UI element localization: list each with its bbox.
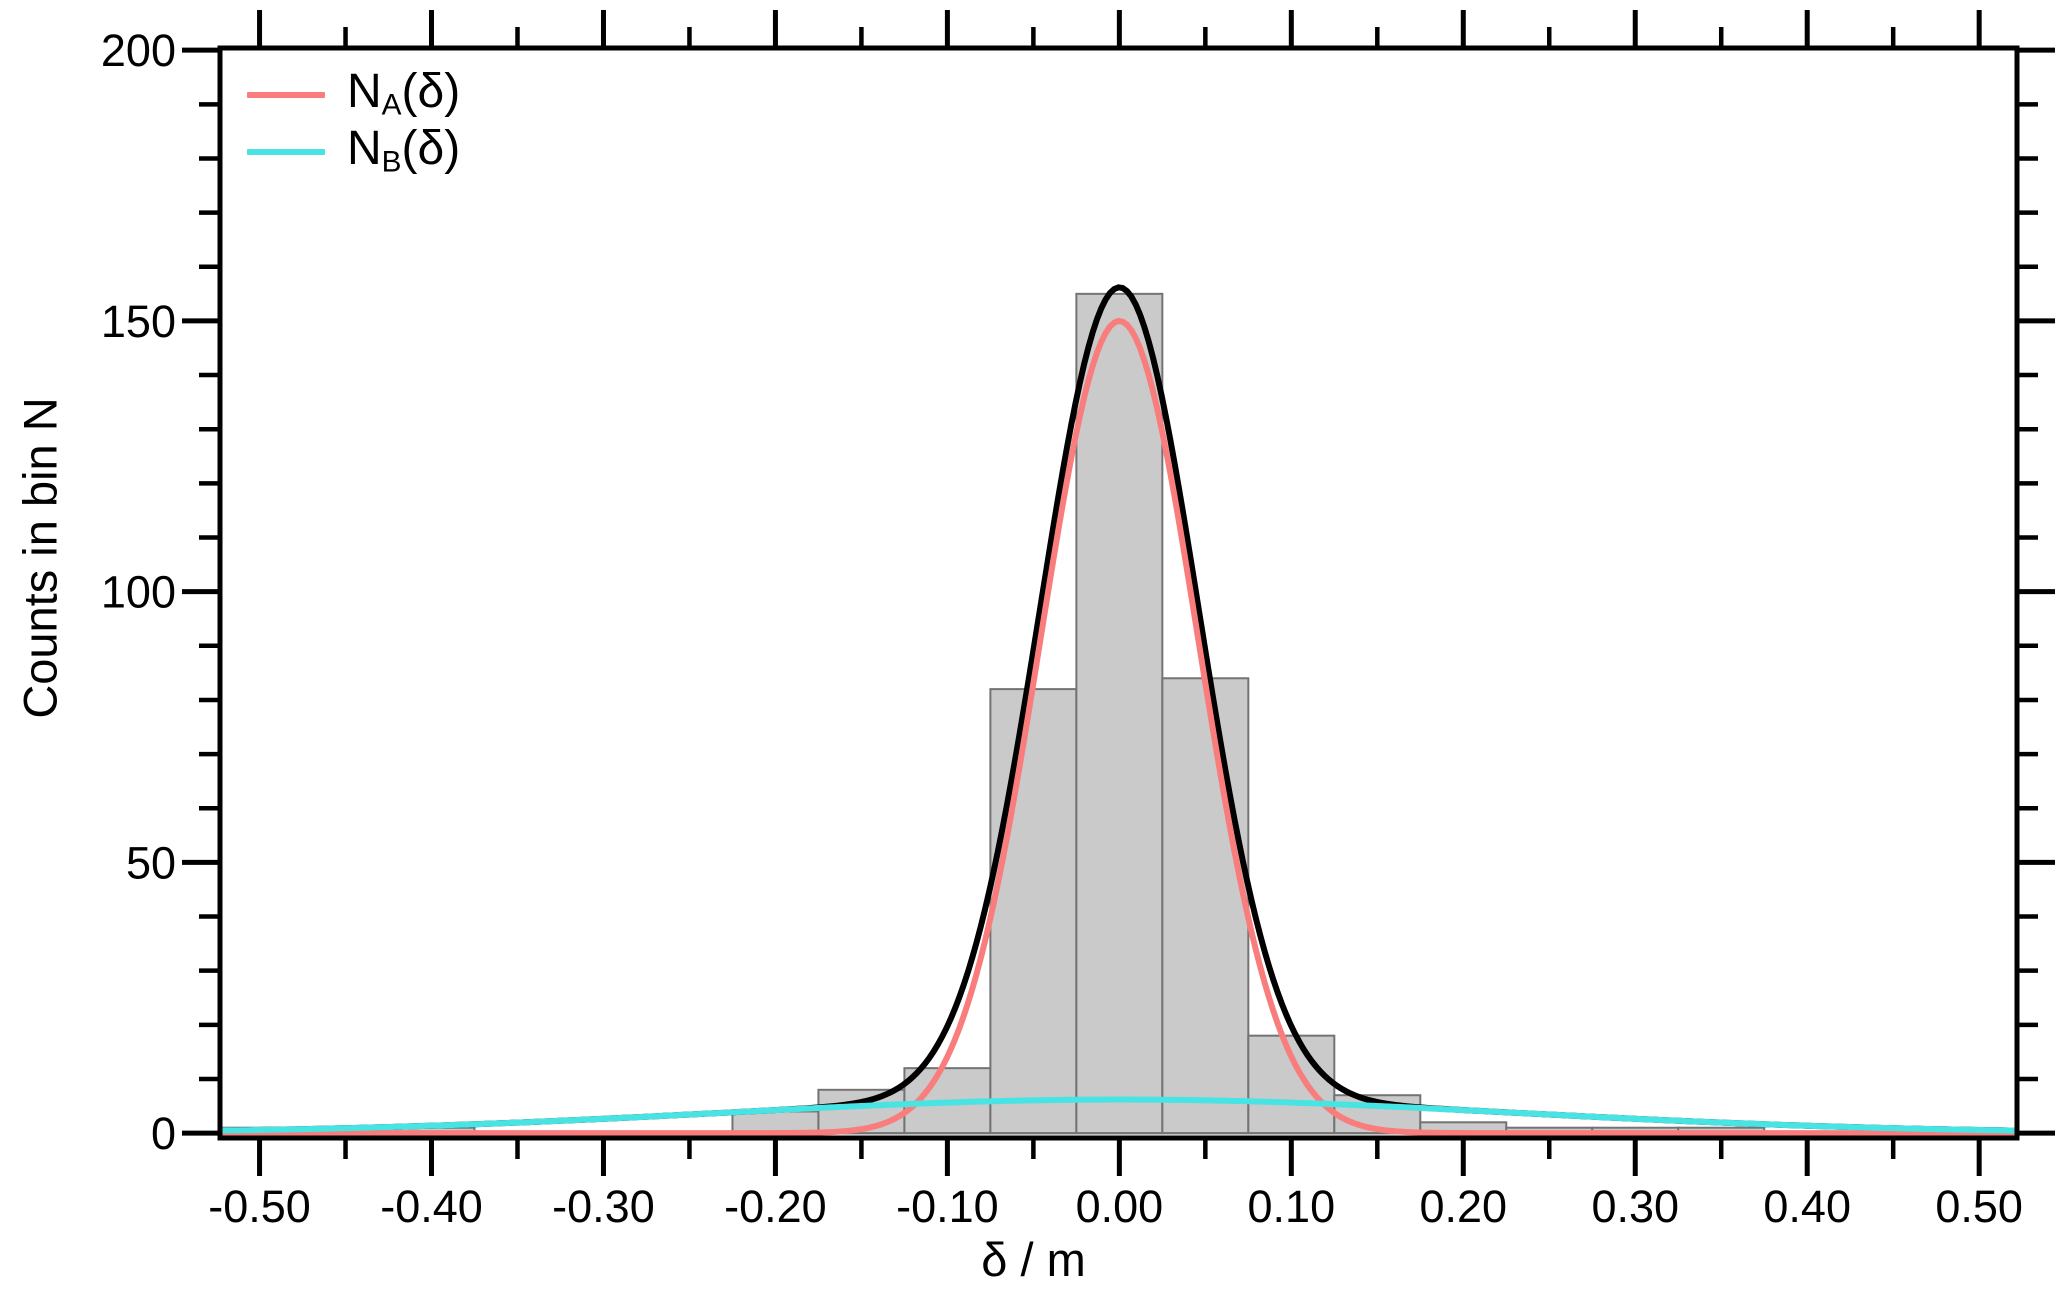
legend-swatch-nb-line	[247, 148, 325, 155]
fit-curve-nb	[220, 1096, 2017, 1134]
legend-item-nb: NB(δ)	[247, 123, 460, 180]
legend-label-na: NA(δ)	[347, 65, 461, 122]
plot-area	[220, 284, 2017, 1137]
histogram-bar	[1247, 1034, 1336, 1135]
x-tick-label: -0.50	[208, 1181, 311, 1232]
x-tick-label: 0.00	[1076, 1181, 1164, 1232]
histogram-bar	[817, 1088, 906, 1135]
y-tick-label: 100	[101, 567, 176, 618]
x-tick-label: -0.30	[552, 1181, 655, 1232]
y-tick-label: 50	[126, 837, 176, 888]
legend-swatch-na-line	[247, 91, 325, 98]
legend-label-nb: NB(δ)	[347, 122, 461, 179]
x-tick-label: 0.10	[1248, 1181, 1336, 1232]
histogram-bar	[989, 688, 1078, 1135]
histogram-bar	[1161, 677, 1250, 1135]
x-tick-label: 0.50	[1935, 1181, 2023, 1232]
x-tick-label: -0.20	[724, 1181, 827, 1232]
y-tick-label: 150	[101, 296, 176, 347]
fit-curve-na	[220, 317, 2017, 1137]
x-tick-label: -0.10	[896, 1181, 999, 1232]
y-tick-label: 200	[101, 25, 176, 76]
x-tick-label: -0.40	[380, 1181, 483, 1232]
y-axis-title: Counts in bin N	[13, 397, 67, 719]
x-tick-label: 0.20	[1419, 1181, 1507, 1232]
legend: NA(δ) NB(δ)	[247, 66, 460, 180]
x-axis-title: δ / m	[981, 1233, 1086, 1286]
y-tick-label: 0	[151, 1108, 176, 1159]
legend-item-na: NA(δ)	[247, 66, 460, 123]
x-tick-label: 0.30	[1591, 1181, 1679, 1232]
histogram-bar	[1075, 292, 1164, 1135]
x-tick-label: 0.40	[1763, 1181, 1851, 1232]
